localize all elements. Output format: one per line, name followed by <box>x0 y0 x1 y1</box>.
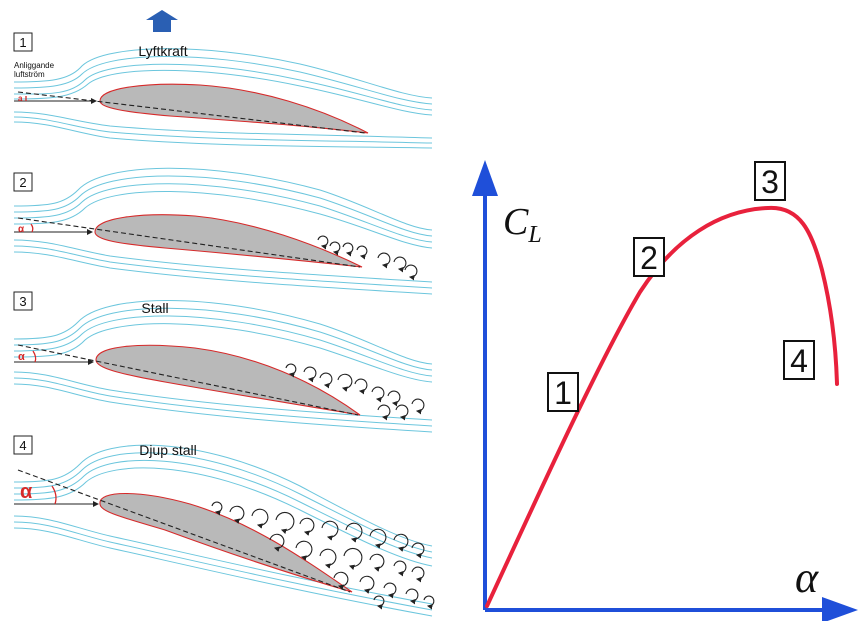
panel-number: 1 <box>19 35 26 50</box>
x-axis-arrowhead-icon <box>822 597 858 621</box>
panel-number-box <box>13 32 33 52</box>
lift-label: Lyftkraft <box>138 43 187 59</box>
chord-line <box>17 344 359 416</box>
panel-1: a 1 Anliggande luftström Lyftkraft <box>13 10 433 149</box>
panel-number-box <box>13 435 33 455</box>
panel-4: α 4 Djup stall <box>13 435 435 617</box>
chord-line <box>17 91 366 134</box>
y-axis-label: CL <box>503 201 542 248</box>
streamlines <box>13 444 433 617</box>
aoa-arc <box>51 485 57 505</box>
turbulence-eddies <box>211 501 435 610</box>
aoa-arc <box>32 350 37 363</box>
streamlines <box>13 48 433 149</box>
panel-3: α 3 Stall <box>13 291 433 433</box>
airfoil <box>99 493 353 593</box>
turbulence-eddies <box>285 363 425 421</box>
chord-line <box>17 469 351 593</box>
y-axis-arrowhead-icon <box>472 160 498 196</box>
aoa-label: α <box>18 351 25 363</box>
panel-number: 4 <box>19 438 26 453</box>
lift-curve-graph: CL α 1 2 3 4 <box>472 160 858 621</box>
panel-number-box <box>13 172 33 192</box>
stage-marker-1: 1 <box>554 375 572 411</box>
lift-arrow-icon <box>146 10 178 32</box>
aoa-label: a <box>18 94 23 103</box>
panel-number: 2 <box>19 175 26 190</box>
chord-line <box>17 217 361 268</box>
airfoil <box>99 83 369 134</box>
attached-flow-label-1: Anliggande <box>14 61 55 70</box>
attached-flow-label-2: luftström <box>14 70 45 79</box>
streamlines <box>13 167 433 295</box>
stage-marker-box-4 <box>783 340 815 380</box>
panel-title: Djup stall <box>139 442 197 458</box>
panel-2: α 2 <box>13 167 433 295</box>
streamlines <box>13 300 433 433</box>
stage-marker-box-3 <box>754 161 786 201</box>
panel-number-box <box>13 291 33 311</box>
stage-marker-3: 3 <box>761 164 779 200</box>
aoa-label: α <box>18 224 25 235</box>
stage-marker-4: 4 <box>790 343 808 379</box>
x-axis-label: α <box>795 553 819 602</box>
airfoil <box>95 344 361 416</box>
stage-marker-box-1 <box>547 372 579 412</box>
stage-marker-box-2 <box>633 237 665 277</box>
panel-title: Stall <box>141 300 168 316</box>
stage-marker-2: 2 <box>640 240 658 276</box>
panel-number: 3 <box>19 294 26 309</box>
lift-curve <box>485 205 839 608</box>
airfoil <box>94 214 363 268</box>
turbulence-eddies <box>317 235 418 281</box>
aoa-arc <box>30 223 34 233</box>
aoa-label: α <box>20 481 33 503</box>
